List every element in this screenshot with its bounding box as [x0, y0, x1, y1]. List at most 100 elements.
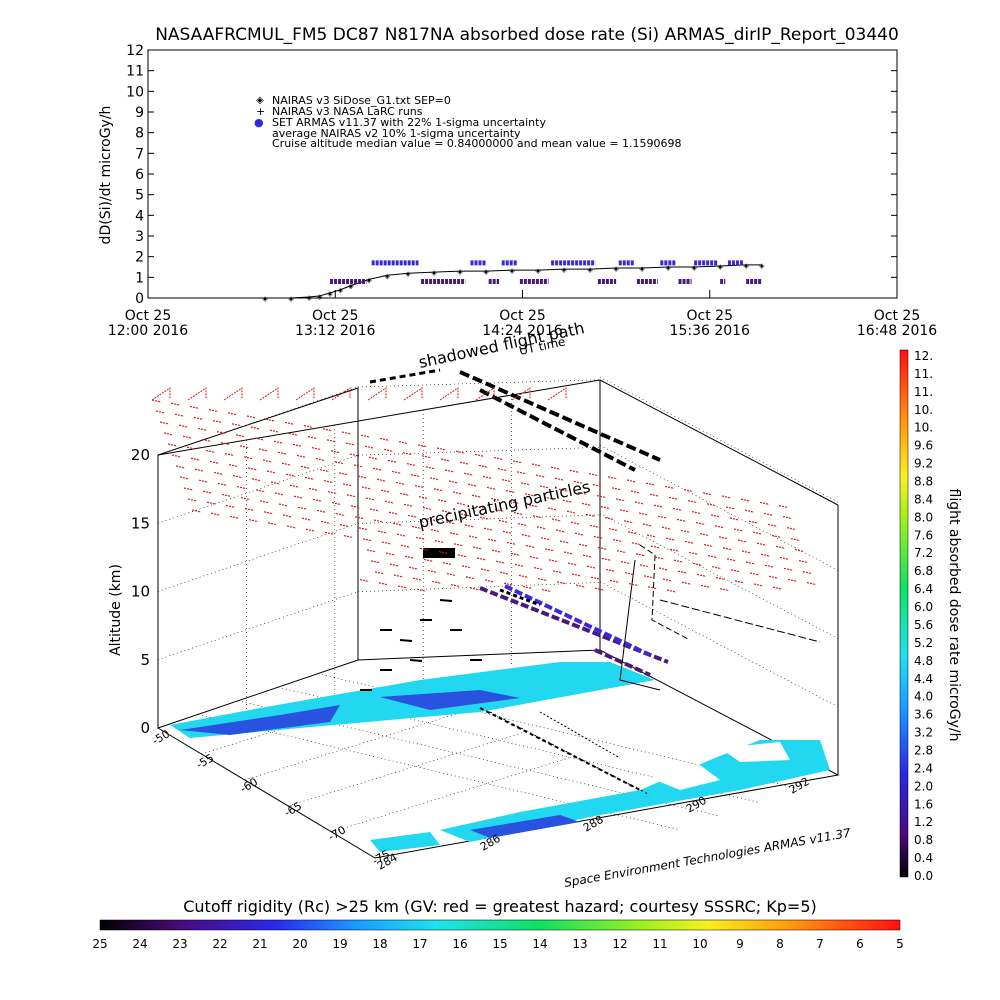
hazard-dash	[269, 429, 280, 433]
hazard-dash	[389, 563, 400, 567]
dose-rate-tick-label: 0.0	[914, 869, 933, 883]
hazard-dash	[320, 520, 331, 524]
hazard-dash	[748, 520, 759, 524]
cutoff-rigidity-ticks: 25 24 23 22 21 20 19 18 17 16 15 14 13 12 11 10 9 8 7 6 5	[92, 937, 903, 951]
hazard-dash	[316, 509, 327, 513]
time-series-data: ◈ ◈ ◈ ◈ ◈ ◈ ◈ ◈ ◈ ◈ ◈ ◈ ◈ ◈ ◈ ◈ ◈ ◈ ◈ ◈ ◈ ◈ ◈ ◈	[262, 260, 765, 303]
nairas-point: ◈	[509, 267, 515, 275]
hazard-dash	[410, 474, 421, 478]
hazard-dash	[284, 421, 295, 425]
cutoff-rigidity-tick-label: 18	[372, 937, 387, 951]
hazard-dash	[616, 550, 627, 554]
hazard-dash	[159, 421, 170, 425]
hazard-dash	[422, 507, 433, 511]
hazard-dash	[370, 560, 381, 564]
shadow-path-short	[369, 368, 441, 384]
3d-back-edge-top	[599, 379, 839, 506]
hazard-dash	[304, 476, 315, 480]
hazard-dash	[759, 501, 770, 505]
hazard-dash	[787, 578, 798, 582]
dose-rate-tick-label: 8.4	[914, 492, 933, 506]
hazard-dash	[643, 575, 654, 579]
x-tick-time: 15:36 2016	[670, 323, 751, 339]
hazard-dash	[194, 468, 205, 472]
hazard-dash	[772, 586, 783, 590]
hazard-saw	[475, 387, 495, 401]
hazard-dash	[798, 560, 809, 564]
hazard-dash	[400, 544, 411, 548]
hazard-dash	[349, 453, 360, 457]
hazard-dash	[220, 442, 231, 446]
cutoff-rigidity-tick-label: 15	[492, 937, 507, 951]
hazard-dash	[425, 466, 436, 470]
hazard-dash	[566, 510, 577, 514]
nairas-point: ◈	[262, 295, 268, 303]
cutoff-rigidity-title: Cutoff rigidity (Rc) >25 km (GV: red = g…	[183, 897, 817, 916]
x-tick-date: Oct 25	[874, 308, 920, 324]
hazard-dash	[783, 567, 794, 571]
hazard-dash	[308, 487, 319, 491]
hazard-dash	[369, 508, 380, 512]
legend-text-cruise-altitude: Cruise altitude median value = 0.8400000…	[272, 137, 682, 150]
hazard-dash	[589, 524, 600, 528]
hazard-dash	[231, 423, 242, 427]
hazard-saw	[187, 387, 207, 401]
hazard-dash	[208, 409, 219, 413]
hazard-dash	[353, 464, 364, 468]
hazard-dash	[170, 402, 181, 406]
hazard-dash	[265, 418, 276, 422]
hazard-dash	[429, 477, 440, 481]
hazard-dash	[702, 492, 713, 496]
hazard-dash	[696, 573, 707, 577]
hazard-dash	[385, 552, 396, 556]
hazard-dash	[486, 486, 497, 490]
flight-segment-block	[423, 548, 455, 558]
altitude-grid-line	[599, 581, 839, 708]
cutoff-rigidity-tick-label: 10	[692, 937, 707, 951]
hazard-dash	[760, 553, 771, 557]
hazard-dash	[472, 546, 483, 550]
hazard-dash	[412, 577, 423, 581]
hazard-dash	[730, 569, 741, 573]
hazard-dash	[186, 446, 197, 450]
hazard-dash	[514, 563, 525, 567]
hazard-dash	[672, 507, 683, 511]
nairas-point: ◈	[385, 272, 391, 280]
hazard-dash	[341, 431, 352, 435]
hazard-dash	[189, 405, 200, 409]
hazard-dash	[171, 454, 182, 458]
hazard-dash	[509, 501, 520, 505]
hazard-dash	[380, 489, 391, 493]
hazard-dash	[502, 530, 513, 534]
hazard-dash	[442, 562, 453, 566]
hazard-dash	[503, 582, 514, 586]
hazard-dash	[437, 499, 448, 503]
hazard-dash	[571, 573, 582, 577]
nairas-point: ◈	[759, 262, 765, 270]
hazard-dash	[578, 543, 589, 547]
cutoff-rigidity-tick-label: 20	[292, 937, 307, 951]
hazard-dash	[581, 502, 592, 506]
hazard-dash	[567, 562, 578, 566]
hazard-dash	[778, 505, 789, 509]
cutoff-rigidity-tick-label: 14	[532, 937, 547, 951]
hazard-saw	[547, 387, 567, 401]
hazard-dash	[374, 571, 385, 575]
y-tick-label: 9	[135, 105, 144, 121]
hazard-dash	[266, 470, 277, 474]
dose-rate-tick-label: 12.	[914, 349, 933, 363]
time-series-y-axis-label: dD(Si)/dt microGy/h	[98, 106, 114, 245]
hazard-dash	[217, 482, 228, 486]
nairas-point: ◈	[457, 268, 463, 276]
hazard-dash	[741, 550, 752, 554]
hazard-dash	[501, 479, 512, 483]
dose-rate-tick-label: 9.6	[914, 439, 933, 453]
hazard-dash	[229, 515, 240, 519]
nairas-point: ◈	[639, 265, 645, 273]
hazard-dash	[653, 504, 664, 508]
hazard-dash	[649, 493, 660, 497]
hazard-dash	[399, 492, 410, 496]
cutoff-rigidity-tick-label: 24	[132, 937, 147, 951]
hazard-dash	[517, 523, 528, 527]
flight-path-black-1	[499, 588, 541, 607]
